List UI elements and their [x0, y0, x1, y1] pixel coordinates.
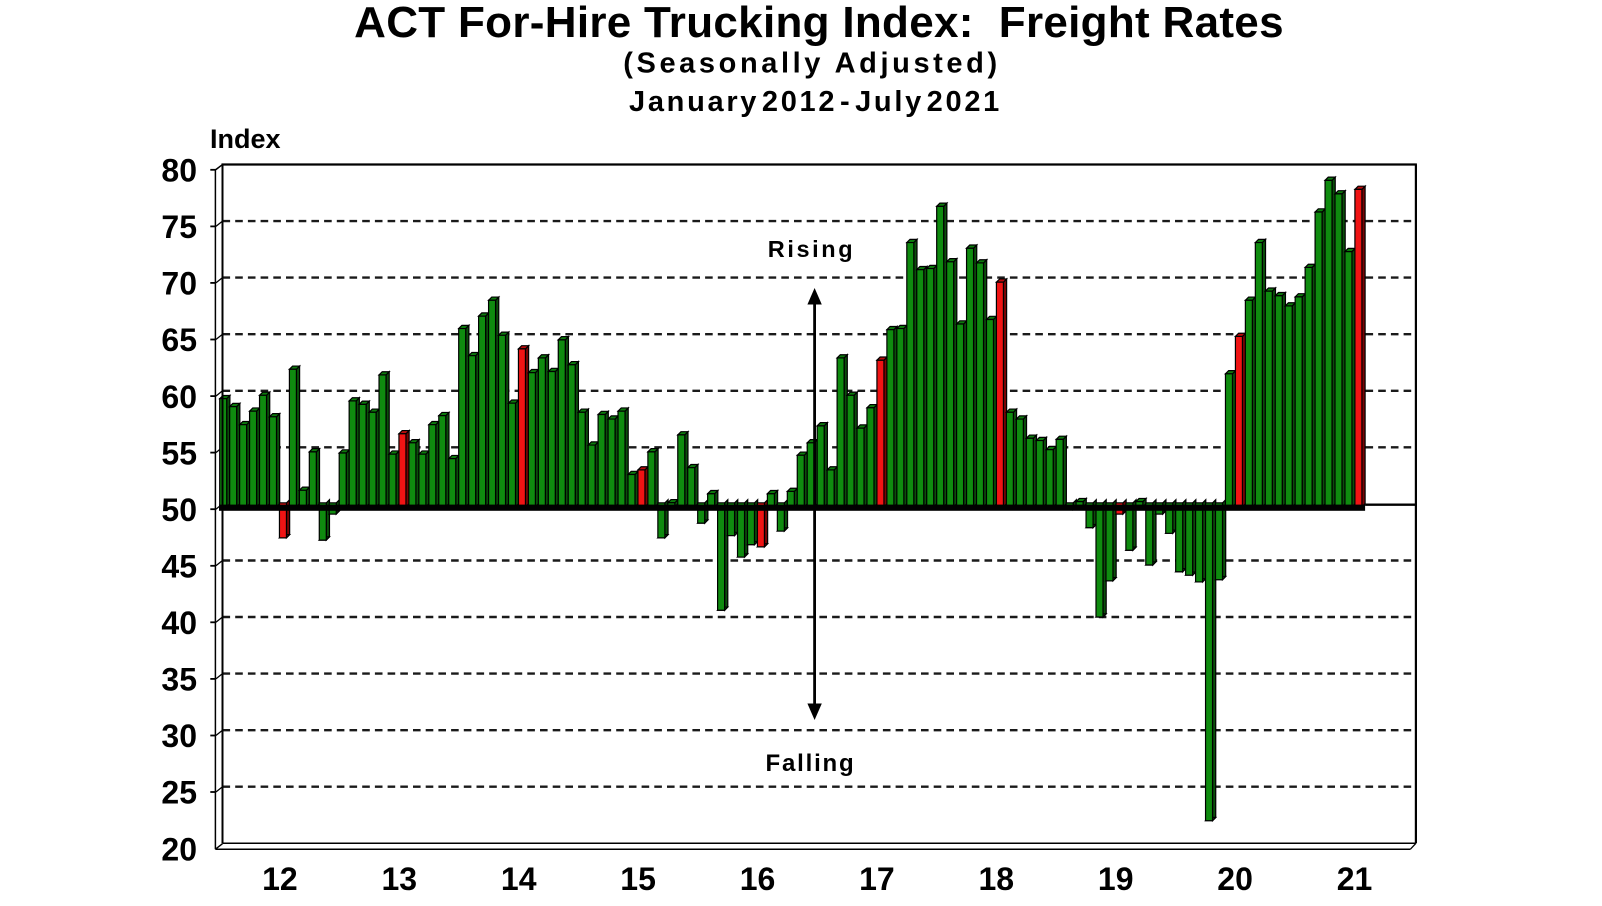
svg-text:18: 18 — [979, 861, 1015, 897]
svg-text:January 2012 - July 2021: January 2012 - July 2021 — [629, 86, 1002, 118]
svg-text:30: 30 — [161, 718, 197, 754]
svg-text:55: 55 — [161, 435, 197, 471]
svg-text:Index: Index — [210, 124, 281, 154]
svg-text:Rising: Rising — [768, 236, 855, 262]
svg-text:19: 19 — [1098, 861, 1134, 897]
svg-text:14: 14 — [501, 861, 537, 897]
svg-text:15: 15 — [620, 861, 656, 897]
svg-text:21: 21 — [1337, 861, 1373, 897]
svg-text:80: 80 — [161, 153, 197, 189]
svg-text:40: 40 — [161, 605, 197, 641]
svg-text:75: 75 — [161, 209, 197, 245]
svg-text:60: 60 — [161, 379, 197, 415]
svg-text:35: 35 — [161, 662, 197, 698]
svg-text:12: 12 — [262, 861, 298, 897]
svg-text:65: 65 — [161, 322, 197, 358]
svg-text:50: 50 — [161, 492, 197, 528]
svg-text:(Seasonally Adjusted): (Seasonally Adjusted) — [623, 48, 1000, 80]
svg-text:20: 20 — [161, 831, 197, 867]
svg-text:Falling: Falling — [766, 750, 856, 777]
svg-text:13: 13 — [382, 861, 418, 897]
svg-text:45: 45 — [161, 548, 197, 584]
svg-text:20: 20 — [1217, 861, 1253, 897]
svg-text:ACT For-Hire Trucking Index:: ACT For-Hire Trucking Index: Freight Rat… — [354, 0, 1284, 47]
svg-text:16: 16 — [740, 861, 776, 897]
svg-text:17: 17 — [859, 861, 895, 897]
svg-text:70: 70 — [161, 266, 197, 302]
svg-text:25: 25 — [161, 775, 197, 811]
